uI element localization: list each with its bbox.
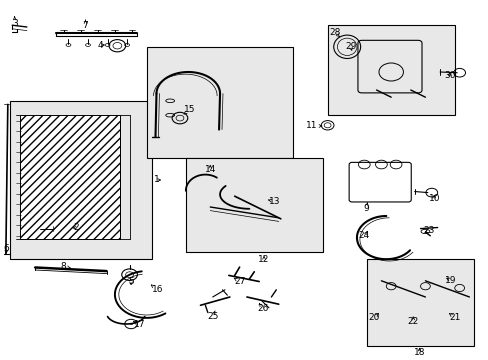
Text: 3: 3 [12, 19, 18, 28]
Text: 7: 7 [82, 21, 88, 30]
Text: 27: 27 [233, 277, 245, 286]
Text: 14: 14 [204, 165, 216, 174]
Text: 12: 12 [258, 256, 269, 264]
Text: 24: 24 [358, 231, 369, 240]
Text: 4: 4 [97, 40, 103, 49]
Text: 19: 19 [444, 276, 456, 284]
Bar [327, 25, 454, 115]
Text: 5: 5 [128, 277, 134, 287]
Text: 1: 1 [153, 175, 159, 184]
Text: 22: 22 [407, 317, 418, 325]
Text: 17: 17 [133, 320, 145, 329]
Bar [366, 259, 473, 346]
Bar [10, 101, 151, 259]
Text: 8: 8 [61, 262, 66, 271]
Bar [146, 47, 293, 158]
Text: 16: 16 [151, 285, 163, 294]
Text: 26: 26 [257, 305, 268, 313]
Text: 25: 25 [206, 311, 218, 320]
Text: 30: 30 [443, 71, 455, 80]
Text: 9: 9 [362, 204, 368, 213]
Text: 20: 20 [367, 313, 379, 322]
Text: 29: 29 [344, 42, 356, 51]
Text: 23: 23 [422, 226, 434, 235]
Bar [185, 158, 322, 252]
Text: 15: 15 [183, 105, 195, 114]
Text: 11: 11 [305, 122, 317, 130]
Text: 28: 28 [328, 28, 340, 37]
Text: 2: 2 [73, 223, 79, 233]
Text: 13: 13 [268, 197, 280, 206]
Text: 21: 21 [448, 313, 460, 322]
Bar [20, 115, 120, 239]
Text: 18: 18 [413, 348, 425, 357]
Text: 10: 10 [427, 194, 439, 203]
Text: 6: 6 [3, 244, 9, 253]
